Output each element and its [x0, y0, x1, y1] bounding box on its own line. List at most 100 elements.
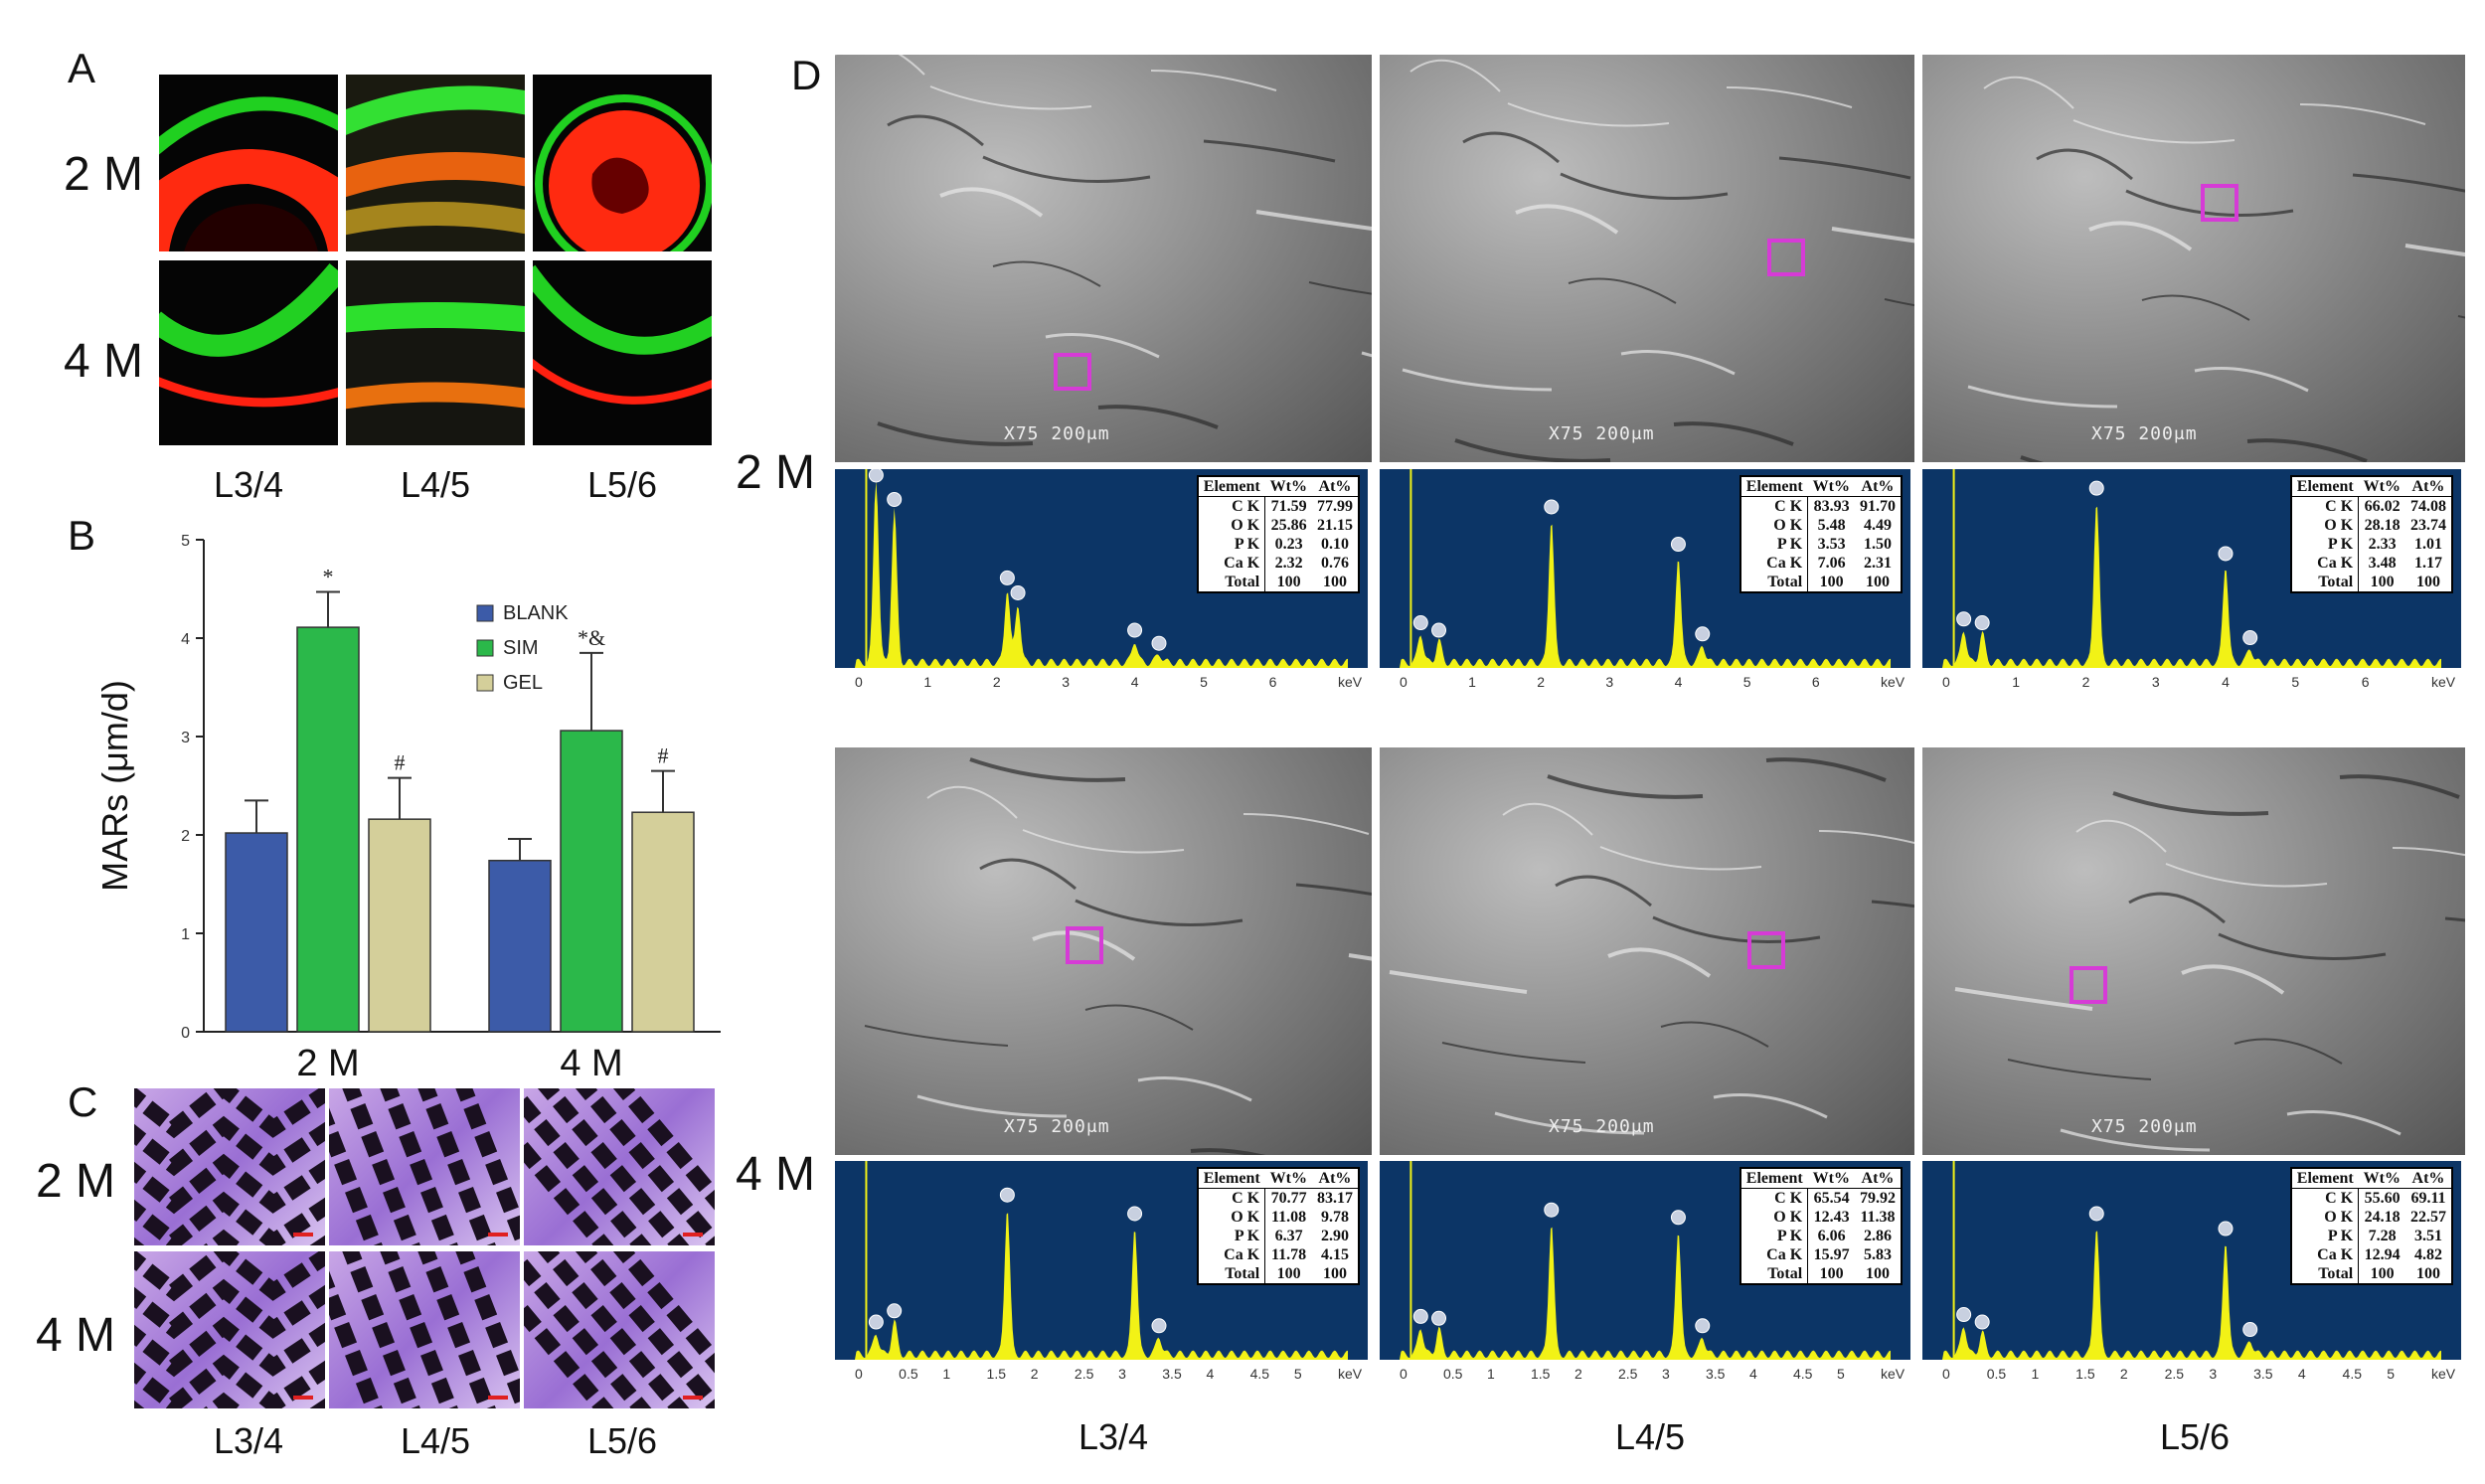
eds-x-tick-label: 1.5 — [2075, 1366, 2095, 1382]
eds-x-tick-label: 4 — [1206, 1366, 1215, 1382]
table-row: Ca K 7.06 2.31 — [1740, 554, 1902, 573]
peak-marker — [1431, 1310, 1447, 1326]
peak-marker — [2218, 1221, 2234, 1237]
table-cell: 3.51 — [2414, 1228, 2442, 1244]
table-row: Ca K 15.97 5.83 — [1740, 1245, 1902, 1264]
table-cell: 83.17 — [1317, 1190, 1353, 1207]
eds-x-tick-label: 4 — [1130, 674, 1139, 690]
eds-spectrum-2m-l56: Element Wt% At% C K 66.02 74.08 O K 28.18 23.74 P… — [1922, 469, 2461, 668]
sem-image-2m-l45: X75 200μm — [1380, 55, 1914, 462]
table-cell: 55.60 — [2364, 1190, 2401, 1207]
table-cell: 6.06 — [1817, 1228, 1846, 1244]
y-tick-label: 0 — [181, 1025, 190, 1042]
peak-marker — [2218, 546, 2234, 562]
eds-x-tick-label: 1 — [1487, 1366, 1495, 1382]
table-cell: 100 — [1276, 574, 1301, 590]
eds-x-axis: 0 1 2 3 4 5 6 keV — [1922, 672, 2461, 696]
table-cell: Ca K — [1740, 554, 1809, 573]
eds-x-tick-label: 2 — [1574, 1366, 1582, 1382]
sem-scale-bar: X75 200μm — [1549, 1116, 1655, 1137]
sem-image-4m-l34: X75 200μm — [835, 747, 1372, 1155]
eds-x-tick-label: 5 — [1293, 1366, 1302, 1382]
eds-x-tick-label: 5 — [1837, 1366, 1845, 1382]
peak-marker — [1010, 584, 1026, 600]
table-cell: 25.86 — [1270, 517, 1307, 534]
peak-marker — [1431, 622, 1447, 638]
fluorescence-image-4m-l45 — [346, 260, 525, 445]
eds-x-tick-label: keV — [1338, 1366, 1363, 1382]
table-cell: 100 — [1866, 574, 1890, 590]
table-row: Ca K 2.32 0.76 — [1197, 554, 1359, 573]
table-cell: 12.43 — [1813, 1209, 1850, 1226]
peak-marker — [1412, 1308, 1428, 1324]
peak-marker — [1956, 1307, 1972, 1323]
col-label-a-l34: L3/4 — [213, 464, 284, 505]
table-cell: 3.53 — [1817, 536, 1846, 553]
table-row: O K 11.08 9.78 — [1197, 1208, 1359, 1227]
eds-x-tick-label: 5 — [2387, 1366, 2396, 1382]
eds-x-axis: 0 0.5 1 1.5 2 2.5 3 3.5 4 4.5 5 keV — [1922, 1364, 2461, 1388]
table-row: C K 55.60 69.11 — [2290, 1188, 2452, 1208]
table-cell: 0.76 — [1321, 555, 1349, 572]
table-header: Wt% — [1807, 1168, 1855, 1189]
table-row: Total 100 100 — [1740, 573, 1902, 592]
x-category-label: 2 M — [296, 1043, 359, 1083]
roi-marker — [1747, 931, 1785, 969]
table-header: Wt% — [1264, 1168, 1312, 1189]
table-row: P K 3.53 1.50 — [1740, 535, 1902, 554]
panel-label-a: A — [68, 45, 96, 91]
eds-x-tick-label: 2.5 — [1074, 1366, 1094, 1382]
table-cell: 7.06 — [1817, 555, 1846, 572]
table-cell: 11.08 — [1271, 1209, 1307, 1226]
table-cell: 1.50 — [1864, 536, 1892, 553]
legend-label: SIM — [503, 637, 539, 659]
table-row: O K 28.18 23.74 — [2290, 516, 2452, 535]
table-cell: 24.18 — [2364, 1209, 2401, 1226]
col-label-d-l34: L3/4 — [1077, 1416, 1149, 1457]
fluorescence-image-2m-l45 — [346, 75, 525, 251]
eds-x-tick-label: 6 — [2361, 674, 2370, 690]
sem-scale-label: X75 200μm — [2091, 1116, 2198, 1137]
table-cell: 12.94 — [2364, 1246, 2401, 1263]
table-cell: 79.92 — [1860, 1190, 1896, 1207]
eds-x-tick-label: 2 — [992, 674, 1001, 690]
table-cell: 100 — [1276, 1265, 1301, 1282]
table-row: C K 70.77 83.17 — [1197, 1188, 1359, 1208]
peak-marker — [999, 570, 1015, 585]
table-cell: Total — [2290, 1264, 2360, 1284]
histology-image-4m-l56 — [524, 1251, 715, 1408]
eds-x-tick-label: 3 — [1062, 674, 1071, 690]
eds-x-axis: 0 1 2 3 4 5 6 keV — [1380, 672, 1910, 696]
peak-marker — [1151, 1318, 1167, 1334]
table-cell: 100 — [2416, 1265, 2440, 1282]
eds-x-tick-label: 1 — [2031, 1366, 2040, 1382]
element-table: Element Wt% At% C K 70.77 83.17 O K 11.08 9.78 P … — [1196, 1167, 1360, 1285]
table-cell: 9.78 — [1321, 1209, 1349, 1226]
table-cell: 70.77 — [1270, 1190, 1307, 1207]
col-label-d-l56: L5/6 — [2159, 1416, 2231, 1457]
row-label-2m-d: 2 M — [736, 446, 816, 499]
eds-x-tick-label: 2 — [2119, 1366, 2128, 1382]
table-row: C K 83.93 91.70 — [1740, 496, 1902, 516]
eds-x-tick-label: 2.5 — [1618, 1366, 1638, 1382]
table-cell: Total — [1197, 1264, 1266, 1284]
table-row: C K 71.59 77.99 — [1197, 496, 1359, 516]
sem-image-2m-l56: X75 200μm — [1922, 55, 2465, 462]
sem-scale-label: X75 200μm — [1004, 1116, 1110, 1137]
fluorescence-image-2m-l56 — [533, 75, 712, 251]
eds-x-axis: 0 1 2 3 4 5 6 keV — [835, 672, 1368, 696]
y-tick-label: 4 — [181, 631, 190, 648]
table-cell: Total — [1740, 573, 1809, 592]
eds-x-tick-label: 0 — [1400, 1366, 1408, 1382]
table-cell: 2.90 — [1321, 1228, 1349, 1244]
table-row: C K 66.02 74.08 — [2290, 496, 2452, 516]
eds-x-tick-label: 0.5 — [899, 1366, 918, 1382]
histology-image-2m-l56 — [524, 1088, 715, 1245]
histology-image-2m-l34 — [134, 1088, 325, 1245]
table-header: Element — [2290, 476, 2359, 497]
y-tick-label: 3 — [181, 730, 190, 746]
eds-x-tick-label: 4.5 — [2342, 1366, 2362, 1382]
table-row: Ca K 3.48 1.17 — [2290, 554, 2452, 573]
eds-x-tick-label: 0 — [1942, 674, 1950, 690]
peak-marker — [2242, 1322, 2258, 1338]
